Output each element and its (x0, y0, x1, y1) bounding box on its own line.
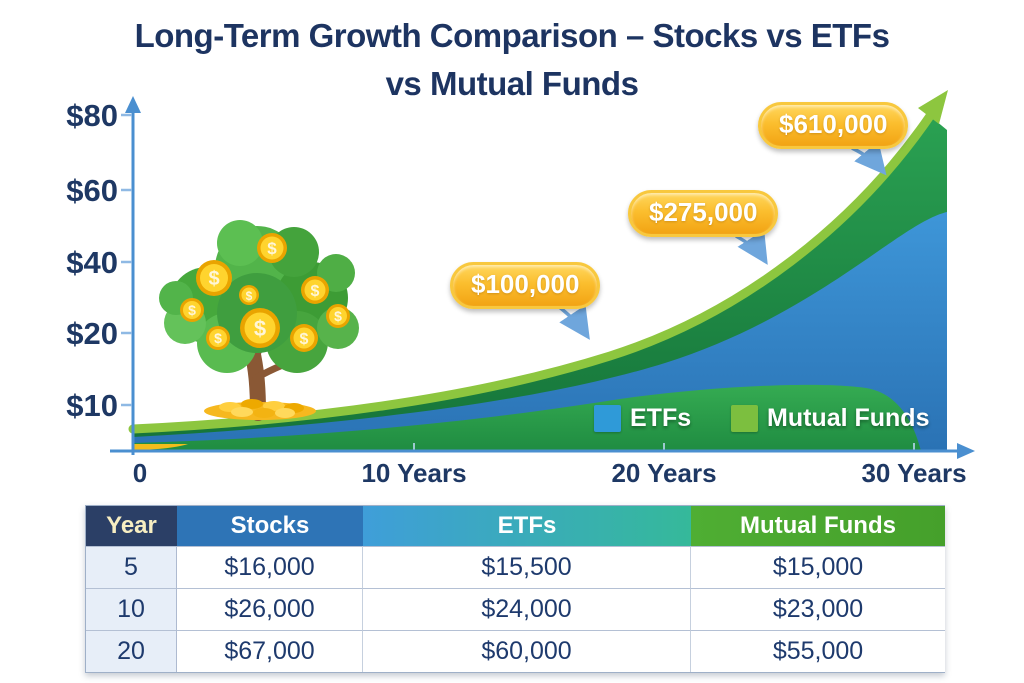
growth-comparison-table: Year Stocks ETFs Mutual Funds 5 $16,000 … (85, 505, 945, 673)
y-tick-label-40: $40 (66, 245, 118, 280)
svg-text:$: $ (334, 308, 342, 324)
table-cell-year-10: 10 (86, 588, 177, 630)
svg-text:$: $ (208, 268, 219, 290)
title-line-1: Long-Term Growth Comparison – Stocks vs … (134, 17, 890, 54)
svg-text:$: $ (254, 316, 266, 341)
x-tick-label-10: 10 Years (361, 458, 467, 488)
lower-green-area (133, 384, 921, 451)
svg-text:$: $ (311, 283, 320, 300)
table-cell-year-5: 5 (86, 546, 177, 588)
mutual-funds-legend-label: Mutual Funds (767, 404, 930, 432)
table-cell-stocks-20: $67,000 (177, 630, 363, 672)
table-header-etfs: ETFs (363, 506, 691, 546)
etfs-legend-label: ETFs (630, 404, 692, 432)
table-cell-year-20: 20 (86, 630, 177, 672)
table-header-year: Year (86, 506, 177, 546)
svg-text:$: $ (214, 330, 222, 346)
table-header-mutual-funds: Mutual Funds (691, 506, 945, 546)
table-cell-etfs-5: $15,500 (363, 546, 691, 588)
svg-text:$: $ (246, 289, 253, 303)
table-cell-mf-20: $55,000 (691, 630, 945, 672)
gold-coin-stripe (133, 444, 188, 450)
growth-arrowhead-icon (918, 90, 948, 124)
x-tick-label-20: 20 Years (611, 458, 717, 488)
title-line-2: vs Mutual Funds (385, 64, 639, 102)
x-tick-label-30: 30 Years (861, 458, 967, 488)
y-tick-label-10: $10 (66, 388, 118, 423)
y-tick-label-60: $60 (66, 173, 118, 208)
page-title: Long-Term Growth Comparison – Stocks vs … (0, 12, 1024, 108)
money-tree-illustration: $ $ $ $ $ $ $ $ $ (159, 220, 359, 421)
annotation-badge-610k: $610,000 (758, 102, 909, 149)
tree-coins: $ $ $ $ $ $ $ $ $ (180, 233, 350, 352)
svg-text:$: $ (188, 302, 196, 318)
table-header-stocks: Stocks (177, 506, 363, 546)
svg-text:$: $ (300, 331, 309, 348)
mutual-funds-legend-swatch-icon (731, 405, 758, 432)
table-cell-stocks-5: $16,000 (177, 546, 363, 588)
table-cell-mf-5: $15,000 (691, 546, 945, 588)
annotation-badge-100k: $100,000 (450, 262, 601, 309)
etfs-legend-swatch-icon (594, 405, 621, 432)
y-axis-ticks (121, 113, 132, 407)
table-cell-etfs-10: $24,000 (363, 588, 691, 630)
svg-text:$: $ (267, 239, 277, 258)
table-cell-mf-10: $23,000 (691, 588, 945, 630)
y-tick-label-20: $20 (66, 316, 118, 351)
table-cell-etfs-20: $60,000 (363, 630, 691, 672)
axes (110, 96, 975, 459)
coin-pile (204, 399, 316, 420)
annotation-badge-275k: $275,000 (628, 190, 779, 237)
x-tick-label-0: 0 (132, 458, 148, 488)
y-tick-label-80: $80 (66, 98, 118, 133)
table-cell-stocks-10: $26,000 (177, 588, 363, 630)
legend-item-etfs: ETFs (594, 404, 691, 433)
legend-item-mutual-funds: Mutual Funds (731, 404, 929, 433)
